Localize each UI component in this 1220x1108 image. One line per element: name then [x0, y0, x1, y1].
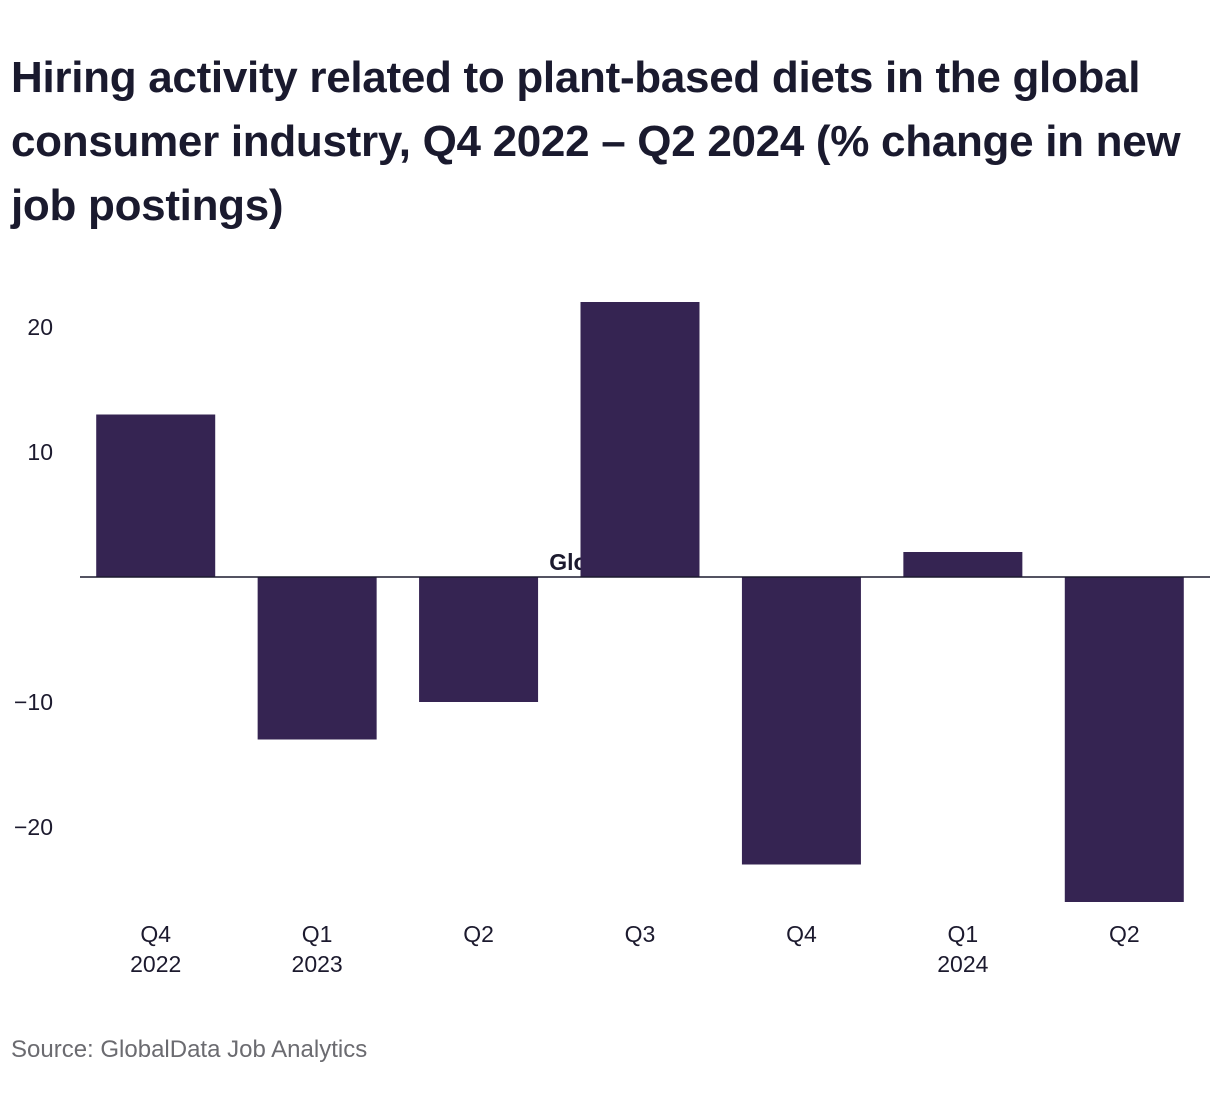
x-tick-label: Q2 — [463, 921, 494, 947]
x-tick-label: Q1 — [302, 921, 333, 947]
source-note: Source: GlobalData Job Analytics — [11, 1036, 368, 1063]
x-tick-label: Q4 — [140, 921, 171, 947]
x-tick-label: Q4 — [786, 921, 817, 947]
bars-group — [96, 302, 1184, 902]
x-tick-year-label: 2022 — [130, 951, 181, 977]
y-axis-ticks: 20 10 −10 −20 — [14, 314, 53, 840]
x-tick-year-label: 2024 — [937, 951, 988, 977]
x-tick-year-label: 2023 — [292, 951, 343, 977]
x-tick-label: Q2 — [1109, 921, 1140, 947]
y-tick-label: −20 — [14, 814, 53, 840]
bar — [96, 414, 216, 577]
x-tick-label: Q3 — [625, 921, 656, 947]
bar — [741, 577, 861, 865]
bar — [580, 302, 700, 577]
y-tick-label: 20 — [27, 314, 53, 340]
bar — [257, 577, 377, 740]
y-tick-label: −10 — [14, 689, 53, 715]
bar — [1064, 577, 1184, 902]
bar — [903, 552, 1023, 577]
x-axis-labels: Q4 2022 Q1 2023 Q2 Q3 Q4 Q1 2024 Q2 — [130, 921, 1140, 977]
bar — [419, 577, 539, 702]
y-tick-label: 10 — [27, 439, 53, 465]
x-tick-label: Q1 — [948, 921, 979, 947]
chart-title: Hiring activity related to plant-based d… — [11, 53, 1181, 230]
